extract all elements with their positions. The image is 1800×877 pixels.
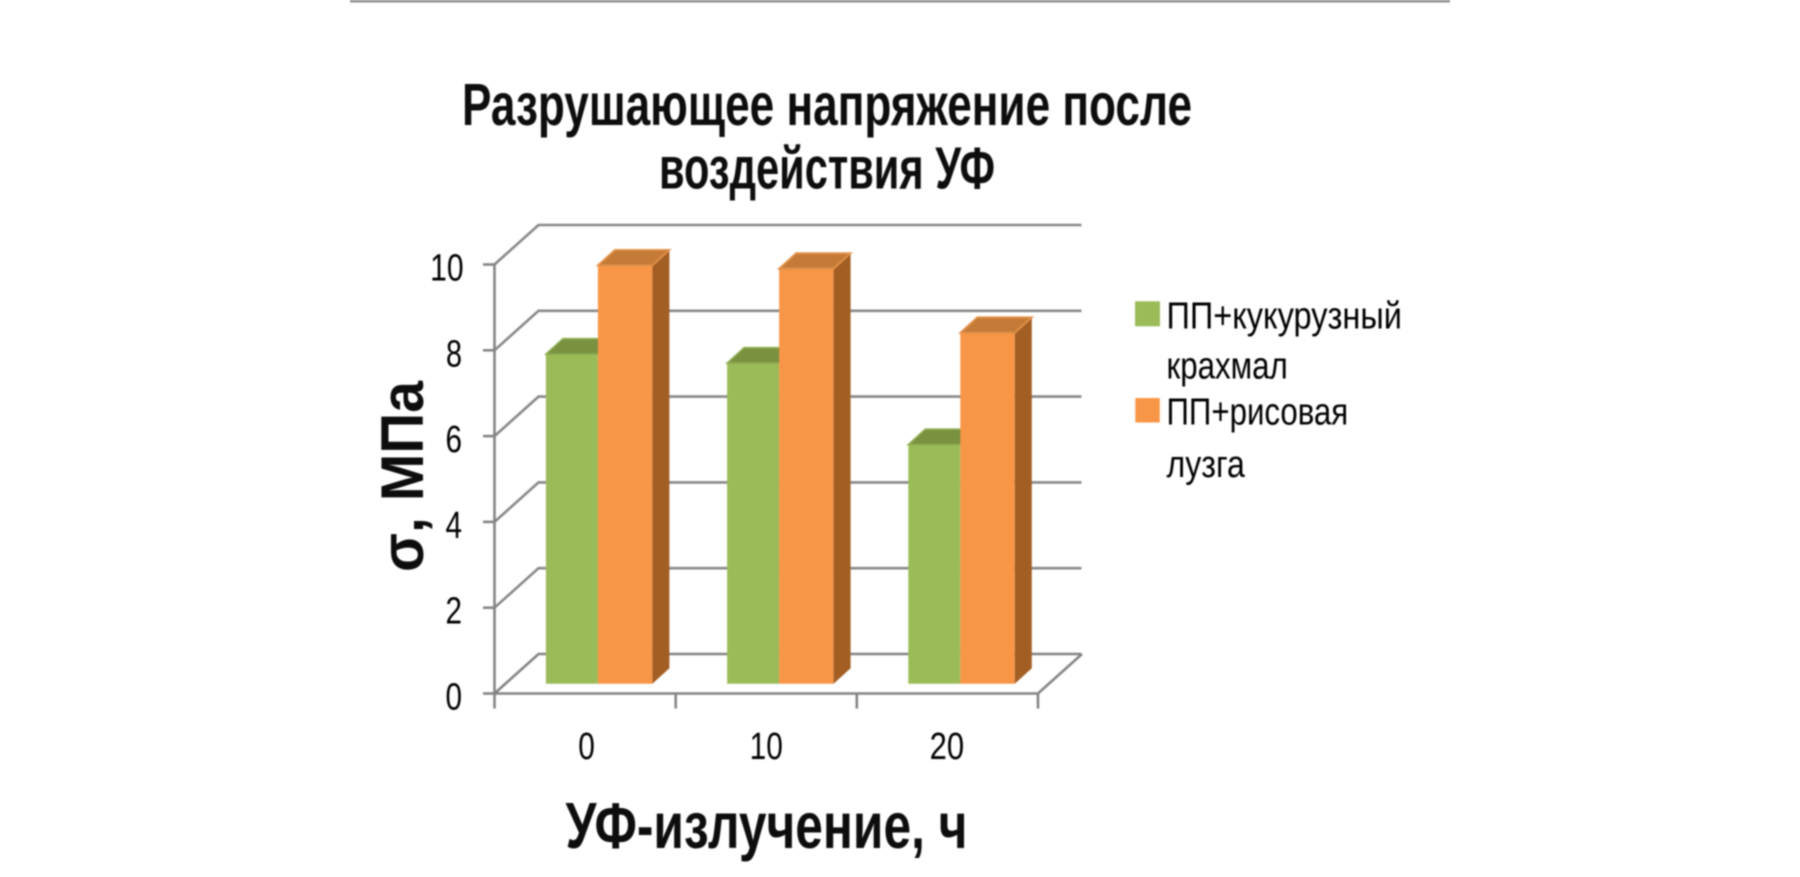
svg-text:ПП+рисовая: ПП+рисовая bbox=[1167, 392, 1349, 434]
svg-text:10: 10 bbox=[750, 726, 783, 768]
svg-text:6: 6 bbox=[446, 419, 463, 461]
svg-text:4: 4 bbox=[446, 505, 463, 547]
svg-text:УФ-излучение, ч: УФ-излучение, ч bbox=[566, 789, 968, 862]
svg-text:10: 10 bbox=[430, 248, 464, 290]
svg-text:2: 2 bbox=[446, 591, 463, 633]
svg-text:8: 8 bbox=[446, 333, 462, 375]
svg-text:воздействия УФ: воздействия УФ bbox=[659, 136, 995, 202]
svg-text:ПП+кукурузный: ПП+кукурузный bbox=[1167, 296, 1402, 338]
svg-text:Разрушающее напряжение после: Разрушающее напряжение после bbox=[462, 72, 1192, 138]
svg-text:0: 0 bbox=[578, 726, 595, 768]
svg-text:σ, МПа: σ, МПа bbox=[369, 380, 436, 572]
svg-text:0: 0 bbox=[446, 677, 463, 719]
svg-text:лузга: лузга bbox=[1167, 444, 1246, 486]
svg-text:крахмал: крахмал bbox=[1167, 346, 1288, 388]
svg-text:20: 20 bbox=[930, 726, 965, 768]
